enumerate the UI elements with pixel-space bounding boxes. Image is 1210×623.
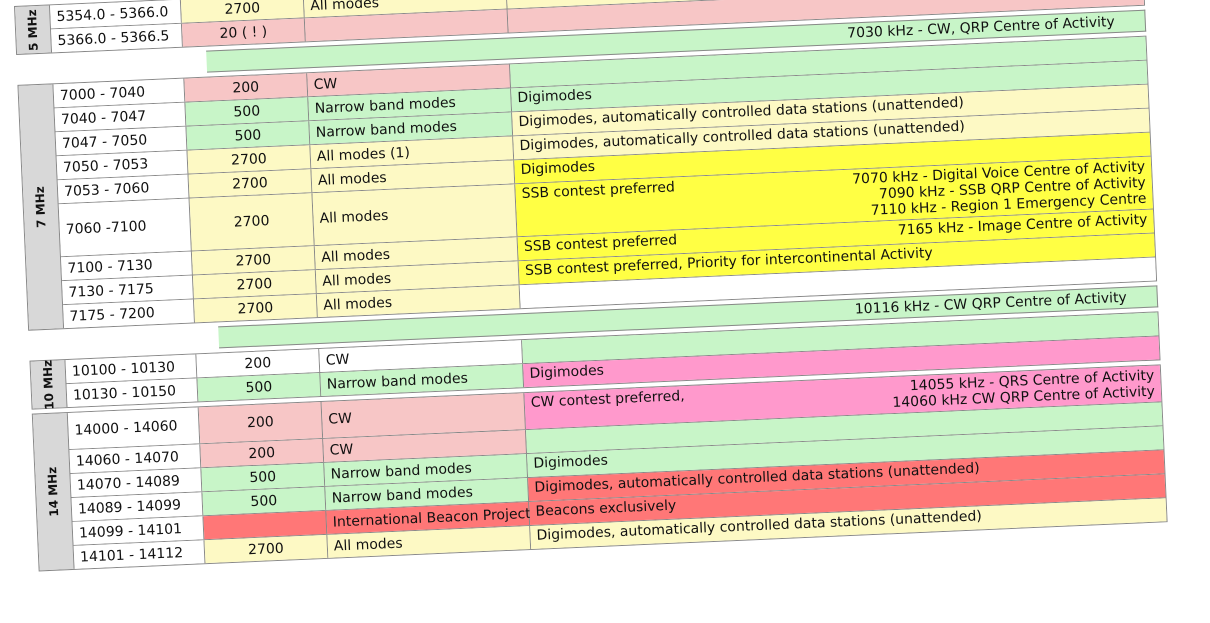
band-label: 7 MHz <box>32 185 49 229</box>
band-label: 14 MHz <box>45 466 62 517</box>
usage: Beacons exclusively <box>535 497 677 520</box>
bandwidth: 2700 <box>193 294 318 323</box>
frequency-range: 14101 - 14112 <box>73 540 206 569</box>
rows: 7000 - 7040 200 CW 7040 - 7047 500 Narrow ban… <box>53 36 1157 329</box>
frequency-range: 7060 -7100 <box>58 198 192 257</box>
usage: Digimodes <box>517 86 593 107</box>
bandwidth: 200 <box>198 401 324 444</box>
usage: SSB contest preferred <box>521 179 676 203</box>
band-label: 10 MHz <box>40 359 57 410</box>
bandwidth: 2700 <box>189 193 315 251</box>
usage: Digimodes <box>520 158 596 179</box>
band-label-cell: 5 MHz <box>15 5 53 54</box>
mode: All modes <box>312 184 518 246</box>
usage: SSB contest preferred <box>523 232 678 255</box>
frequency-range: 14000 - 14060 <box>67 407 201 450</box>
bandwidth: 500 <box>197 372 322 402</box>
frequency-range: 10130 - 10150 <box>66 378 199 408</box>
bandwidth: 20 ( ! ) <box>181 18 306 47</box>
usage: Digimodes <box>529 362 605 382</box>
band-label-cell: 10 MHz <box>30 359 68 410</box>
frequency-range: 5366.0 - 5366.5 <box>51 23 183 53</box>
bandwidth: 2700 <box>204 534 329 564</box>
usage: CW contest preferred, <box>530 388 685 411</box>
notes: 7070 kHz - Digital Voice Centre of Activ… <box>852 159 1147 220</box>
usage: Digimodes <box>533 452 609 472</box>
band-label: 5 MHz <box>25 8 41 51</box>
frequency-range: 7175 - 7200 <box>63 299 195 329</box>
band-group: 7 MHz 7000 - 7040 200 CW 7040 - 7047 500 Narro… <box>17 35 1158 331</box>
